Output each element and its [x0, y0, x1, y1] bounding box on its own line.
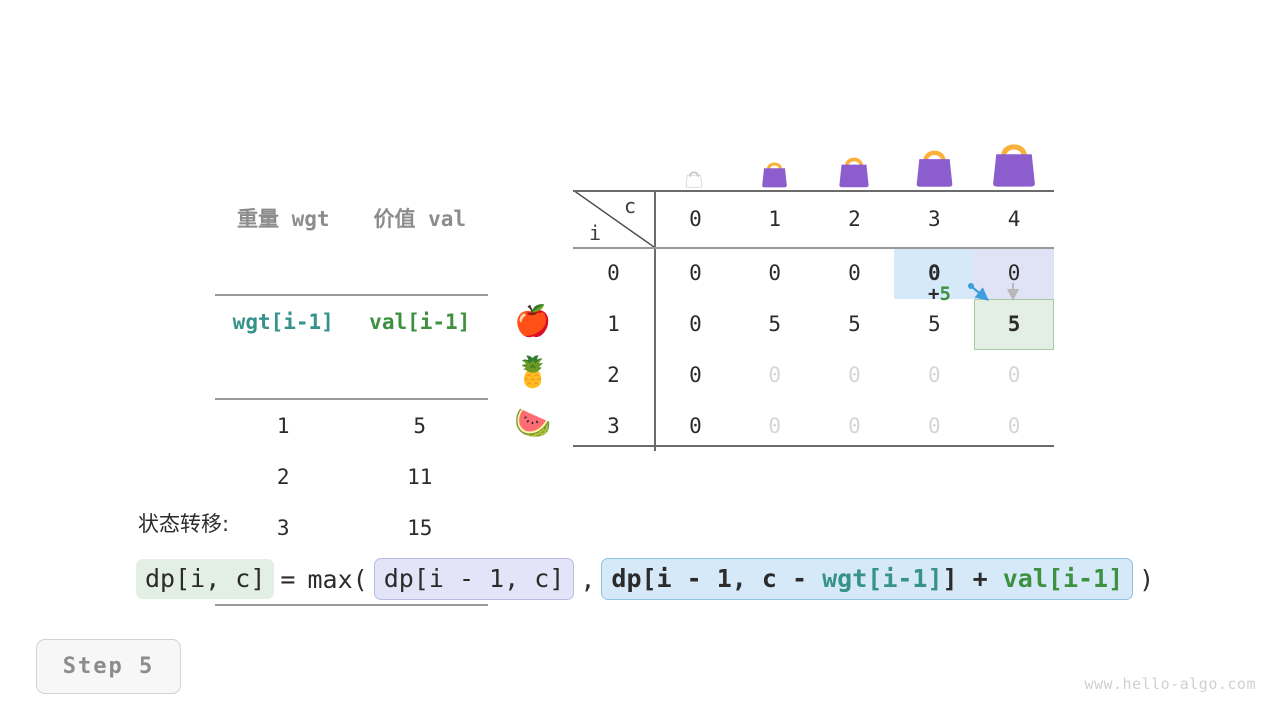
gain-sign: +: [928, 283, 940, 305]
dp-cell-1-3: 5: [927, 311, 941, 336]
dp-cell-1-1: 5: [768, 311, 782, 336]
bag-glyph: [916, 150, 952, 187]
dp-row: 0 0 0 0 0 0: [573, 247, 1054, 298]
dp-cell-2-3: 0: [927, 362, 941, 387]
dp-rule-bottom: [573, 445, 1054, 447]
pineapple-icon: 🍍: [514, 355, 552, 390]
dp-row: 1 0 5 5 5 5: [573, 298, 1054, 349]
item-table-symbol-row: wgt[i-1] val[i-1]: [215, 295, 488, 347]
item-val-1: 5: [413, 413, 427, 438]
dp-cell-3-0: 0: [689, 413, 702, 438]
bag-glyph: [993, 144, 1035, 187]
item-table-row: 1 5: [215, 399, 488, 451]
dp-cell-0-1: 0: [768, 260, 782, 285]
dp-cell-3-2: 0: [848, 413, 861, 438]
dp-row-header-1: 1: [573, 298, 656, 349]
bag-glyph: [761, 162, 787, 188]
bag-glyph: [685, 171, 703, 188]
bag-icon-capacity-3: [914, 141, 955, 188]
formula-option-skip: dp[i - 1, c]: [373, 558, 575, 600]
step-badge: Step 5: [36, 639, 181, 694]
bag-icon-capacity-2: [837, 150, 871, 188]
dp-cell-0-3: 0: [927, 260, 941, 285]
item-properties-table: 重量 wgt 价值 val wgt[i-1] val[i-1] 1 5 2 11…: [215, 192, 488, 606]
dp-cell-0-0: 0: [689, 260, 702, 285]
formula-option-take: dp[i - 1, c - wgt[i-1]] + val[i-1]: [601, 558, 1134, 600]
bag-icon-capacity-0: [685, 167, 703, 188]
gain-value: 5: [939, 283, 951, 305]
item-wgt-2: 2: [276, 464, 290, 489]
formula-take-prefix: dp[i - 1, c -: [611, 564, 823, 593]
state-transition-label: 状态转移:: [138, 512, 230, 536]
symbol-wgt: wgt[i-1]: [232, 309, 334, 334]
formula-take-wgt: wgt[i-1]: [822, 564, 943, 593]
bag-icon-capacity-1: [760, 156, 789, 188]
dp-col-axis-label: c: [623, 194, 636, 218]
dp-row-axis-label: i: [589, 221, 602, 245]
gain-annotation: +5: [928, 283, 951, 305]
formula-take-mid: ] +: [942, 564, 1003, 593]
formula-comma: ,: [580, 564, 596, 594]
dp-cell-1-4: 5: [1007, 311, 1021, 336]
dp-cell-1-0: 0: [689, 311, 702, 336]
formula-equals: =: [280, 564, 296, 594]
dp-cell-0-4: 0: [1007, 260, 1021, 285]
formula-lhs: dp[i, c]: [136, 559, 275, 599]
step-badge-label: Step 5: [62, 654, 155, 679]
dp-row-header-2: 2: [573, 349, 656, 400]
highlight-prev-capacity-cell: [894, 248, 974, 299]
dp-col-header-2: 2: [848, 206, 861, 231]
dp-row-header-0: 0: [573, 247, 656, 298]
capacity-bag-icons: [573, 128, 1054, 188]
symbol-val: val[i-1]: [369, 309, 471, 334]
dp-table: c i 0 1 2 3 4 0 0 0 0 0 0 1 0 5 5 5 5 2: [573, 190, 1054, 451]
dp-col-header-0: 0: [689, 206, 702, 231]
item-table-header-val: 价值 val: [373, 206, 467, 231]
dp-row-header-3: 3: [573, 400, 656, 451]
dp-row: 3 0 0 0 0 0: [573, 400, 1054, 451]
dp-col-header-3: 3: [927, 206, 941, 231]
formula-max-open: max(: [307, 564, 368, 594]
item-table-header-wgt: 重量 wgt: [236, 206, 330, 231]
watermelon-icon: 🍉: [514, 406, 552, 441]
dp-cell-0-2: 0: [848, 260, 861, 285]
dp-cell-2-0: 0: [689, 362, 702, 387]
formula-take-val: val[i-1]: [1002, 564, 1124, 593]
item-val-2: 11: [407, 464, 433, 489]
item-table-grid: 重量 wgt 价值 val wgt[i-1] val[i-1] 1 5 2 11…: [215, 192, 488, 606]
item-table-header-row: 重量 wgt 价值 val: [215, 192, 488, 243]
item-table-rule-mid: [215, 347, 488, 400]
corner-diagonal-line: [573, 190, 654, 247]
dp-rule-top: [573, 190, 1054, 192]
dp-col-header-1: 1: [768, 206, 782, 231]
dp-header-row: c i 0 1 2 3 4: [573, 190, 1054, 247]
dp-cell-3-3: 0: [927, 413, 941, 438]
dp-row: 2 0 0 0 0 0: [573, 349, 1054, 400]
dp-cell-2-4: 0: [1007, 362, 1021, 387]
dp-cell-2-2: 0: [848, 362, 861, 387]
dp-rule-header: [573, 247, 1054, 249]
dp-cell-2-1: 0: [768, 362, 782, 387]
item-val-3: 15: [407, 515, 433, 540]
bag-glyph: [839, 157, 869, 188]
item-wgt-1: 1: [276, 413, 290, 438]
state-transition-formula: dp[i, c] = max( dp[i - 1, c] , dp[i - 1,…: [136, 558, 1160, 600]
dp-table-grid: c i 0 1 2 3 4 0 0 0 0 0 0 1 0 5 5 5 5 2: [573, 190, 1054, 451]
item-table-row: 2 11: [215, 451, 488, 502]
item-table-row: 3 15: [215, 502, 488, 553]
dp-cell-3-4: 0: [1007, 413, 1021, 438]
formula-max-close: ): [1139, 564, 1155, 594]
item-fruit-icons: 🍎 🍍 🍉: [505, 296, 561, 449]
dp-corner-cell: c i: [573, 190, 656, 247]
bag-icon-capacity-4: [990, 133, 1038, 188]
item-table-rule-top: [215, 243, 488, 296]
item-wgt-3: 3: [276, 515, 290, 540]
dp-cell-1-2: 5: [848, 311, 861, 336]
apple-icon: 🍎: [514, 304, 552, 339]
dp-col-header-4: 4: [1007, 206, 1021, 231]
watermark: www.hello-algo.com: [1084, 675, 1256, 693]
dp-cell-3-1: 0: [768, 413, 782, 438]
